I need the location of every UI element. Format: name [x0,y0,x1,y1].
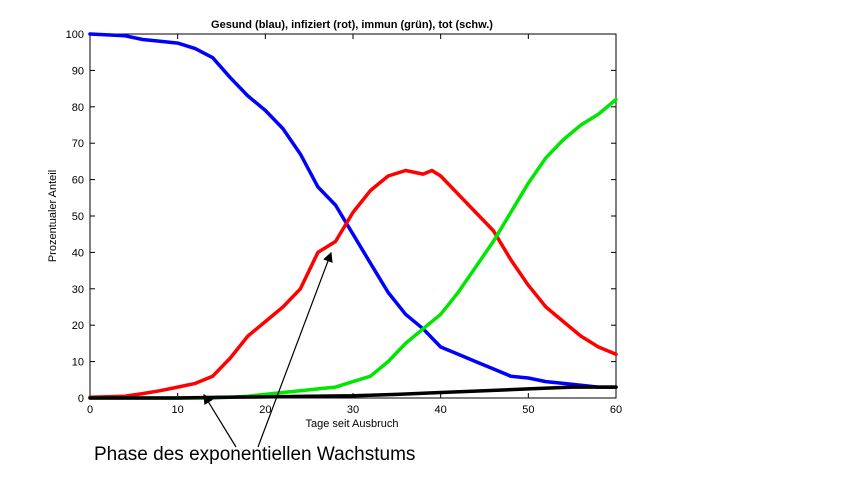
y-tick-label: 80 [72,102,84,114]
plot-area: 0 10 20 30 40 50 60 70 80 90 100 0 10 20 30 40 50 60 [66,29,622,448]
y-tick-label: 30 [72,284,84,296]
y-tick-label: 70 [72,138,84,150]
x-axis: 0 10 20 30 40 50 60 [87,34,622,416]
x-tick-label: 30 [347,404,359,416]
y-tick-label: 90 [72,65,84,77]
y-tick-label: 50 [72,211,84,223]
y-tick-label: 20 [72,320,84,332]
annotation-arrow [257,251,333,448]
y-tick-label: 100 [66,29,84,41]
series-lines [88,32,618,400]
series-line-1 [88,168,618,400]
chart-title: Gesund (blau), infiziert (rot), immun (g… [211,19,493,31]
y-tick-label: 60 [72,175,84,187]
series-line-2 [88,97,618,400]
x-tick-label: 60 [610,404,622,416]
plot-frame [89,33,617,399]
x-tick-label: 10 [172,404,184,416]
series-line-0 [88,32,618,389]
annotation-arrows [203,251,333,448]
x-tick-label: 0 [87,404,93,416]
x-tick-label: 40 [435,404,447,416]
y-tick-label: 10 [72,357,84,369]
y-tick-label: 0 [78,393,84,405]
x-axis-label: Tage seit Ausbruch [306,418,399,430]
y-tick-label: 40 [72,247,84,259]
annotation-label: Phase des exponentiellen Wachstums [94,444,416,465]
annotation-arrow [203,393,237,448]
x-tick-label: 50 [522,404,534,416]
y-axis-label: Prozentualer Anteil [47,170,59,262]
y-axis: 0 10 20 30 40 50 60 70 80 90 100 [66,29,616,405]
x-tick-label: 20 [259,404,271,416]
series-line-3 [88,385,618,400]
